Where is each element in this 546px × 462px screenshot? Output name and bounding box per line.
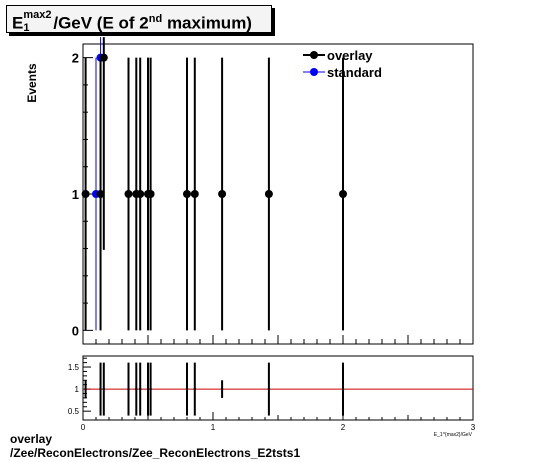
ratio-x-tick-label: 1 — [211, 423, 216, 432]
legend-standard-marker — [310, 68, 318, 76]
title-rest2: maximum) — [162, 13, 252, 33]
overlay-point — [124, 190, 133, 198]
footer-line-1: overlay — [10, 432, 53, 446]
overlay-point — [264, 190, 273, 198]
ratio-point — [341, 387, 345, 391]
overlay-point — [99, 53, 108, 62]
ratio-y-tick-label: 0.5 — [68, 407, 80, 416]
ratio-x-tick-label: 3 — [471, 423, 476, 432]
overlay-point — [339, 190, 347, 198]
ratio-point — [102, 387, 106, 391]
ratio-marks — [83, 362, 473, 416]
ratio-point — [135, 387, 138, 391]
legend-overlay-marker — [310, 51, 318, 59]
title-sup: max2 — [23, 9, 52, 21]
ratio-point — [185, 387, 189, 391]
legend-overlay-label: overlay — [327, 48, 373, 63]
overlay-point — [146, 190, 155, 198]
ratio-x-tick-label: 2 — [341, 423, 346, 432]
y-axis-label: Events — [25, 63, 39, 103]
main-y-tick-label: 1 — [72, 187, 79, 202]
ratio-axes: 0.5 1 1.5 0 1 2 3 — [68, 357, 476, 432]
overlay-point — [190, 190, 199, 198]
title-sup2: nd — [148, 13, 163, 25]
title-rest: /GeV (E of 2 — [53, 13, 149, 33]
overlay-point — [183, 190, 191, 198]
ratio-y-tick-label: 1 — [75, 385, 80, 394]
ratio-point — [220, 387, 224, 391]
title-indices: max2 1 — [23, 9, 53, 34]
overlay-point — [136, 190, 145, 198]
main-y-tick-label: 0 — [72, 323, 79, 338]
main-marks — [81, 37, 347, 331]
ratio-point — [84, 387, 87, 391]
ratio-point — [139, 387, 142, 391]
ratio-point — [267, 387, 271, 391]
legend: overlay standard — [303, 48, 382, 80]
title-sub: 1 — [23, 22, 30, 34]
ratio-plot-frame — [82, 355, 474, 421]
title-main: E — [12, 13, 24, 33]
legend-standard-label: standard — [327, 65, 382, 80]
ratio-x-tick-label: 0 — [81, 423, 86, 432]
ratio-point — [193, 387, 196, 391]
main-axes: 0 1 2 — [72, 51, 474, 344]
ratio-point — [149, 387, 152, 391]
ratio-y-tick-label: 1.5 — [68, 363, 80, 372]
main-y-tick-label: 2 — [72, 51, 79, 66]
x-axis-label: E_1^{max2}/GeV — [434, 432, 473, 438]
footer-line-2: /Zee/ReconElectrons/Zee_ReconElectrons_E… — [10, 446, 301, 460]
overlay-point — [218, 190, 227, 198]
overlay-point — [96, 190, 105, 198]
ratio-point — [127, 387, 130, 391]
ratio-point — [99, 387, 102, 391]
ratio-point — [146, 387, 150, 391]
overlay-point — [81, 190, 90, 198]
